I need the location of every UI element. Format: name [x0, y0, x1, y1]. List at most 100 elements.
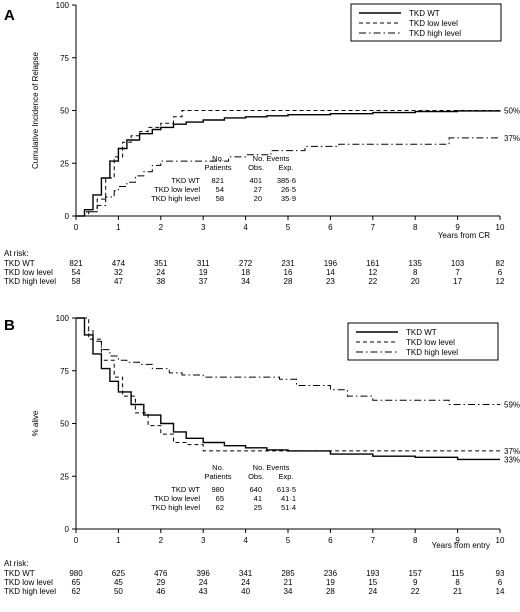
y-tick-label: 25 [60, 472, 69, 481]
at-risk-title: At risk: [4, 249, 28, 258]
x-tick-label: 10 [496, 223, 505, 232]
stats-exp: 35·9 [281, 194, 296, 203]
at-risk-value: 34 [284, 587, 293, 596]
x-tick-label: 3 [201, 536, 206, 545]
at-risk-value: 45 [114, 578, 123, 587]
y-tick-label: 100 [56, 1, 70, 10]
y-tick-label: 0 [65, 525, 70, 534]
at-risk-value: 47 [114, 277, 123, 286]
x-tick-label: 1 [116, 223, 121, 232]
at-risk-value: 474 [112, 259, 126, 268]
stats-header-col: Obs. [248, 163, 264, 172]
at-risk-value: 272 [239, 259, 253, 268]
at-risk-value: 6 [498, 268, 503, 277]
stats-header-col: Exp. [278, 472, 293, 481]
at-risk-value: 21 [453, 587, 462, 596]
y-axis-label: % alive [31, 410, 40, 436]
at-risk-value: 285 [281, 569, 295, 578]
at-risk-value: 231 [281, 259, 295, 268]
at-risk-value: 29 [156, 578, 165, 587]
at-risk-value: 161 [366, 259, 380, 268]
series-line-tkd-wt [76, 317, 500, 461]
at-risk-value: 135 [409, 259, 423, 268]
stats-header-col: Patients [204, 472, 231, 481]
stats-exp: 385·6 [277, 176, 296, 185]
series-line-tkd-high-level [76, 317, 500, 405]
stats-header-col: Obs. [248, 472, 264, 481]
x-tick-label: 8 [413, 536, 418, 545]
stats-header-events: No. Events [253, 154, 290, 163]
legend-entry: TKD WT [406, 328, 437, 337]
at-risk-value: 20 [411, 277, 420, 286]
x-tick-label: 9 [455, 536, 460, 545]
at-risk-value: 50 [114, 587, 123, 596]
stats-row-label: TKD low level [154, 494, 200, 503]
x-tick-label: 0 [74, 223, 79, 232]
at-risk-value: 43 [199, 587, 208, 596]
at-risk-value: 8 [413, 268, 418, 277]
at-risk-value: 54 [72, 268, 81, 277]
x-tick-label: 2 [159, 223, 164, 232]
at-risk-value: 6 [498, 578, 503, 587]
at-risk-value: 821 [69, 259, 83, 268]
stats-row-label: TKD WT [171, 485, 200, 494]
series-end-label: 59% [504, 401, 520, 410]
at-risk-value: 24 [368, 587, 377, 596]
y-tick-label: 50 [60, 420, 69, 429]
panel-b-letter: B [4, 317, 15, 334]
at-risk-row-label: TKD low level [4, 268, 53, 277]
legend-entry: TKD high level [409, 29, 461, 38]
at-risk-value: 19 [326, 578, 335, 587]
series-end-label: 37% [504, 134, 520, 143]
stats-row-label: TKD WT [171, 176, 200, 185]
x-tick-label: 7 [371, 223, 376, 232]
at-risk-value: 38 [156, 277, 165, 286]
series-line-tkd-high-level [76, 137, 500, 217]
y-tick-label: 75 [60, 54, 69, 63]
x-axis-label: Years from CR [438, 231, 490, 240]
stats-obs: 640 [249, 485, 262, 494]
stats-exp: 26·5 [281, 185, 296, 194]
at-risk-value: 19 [199, 268, 208, 277]
panel-a-at-risk-table: At risk:TKD WT 821 474 351 311 272 231 196 161 13… [4, 249, 505, 286]
y-tick-label: 50 [60, 107, 69, 116]
y-tick-label: 100 [56, 314, 70, 323]
at-risk-value: 103 [451, 259, 465, 268]
legend-entry: TKD low level [409, 19, 458, 28]
stats-row-label: TKD high level [151, 503, 200, 512]
at-risk-value: 28 [284, 277, 293, 286]
at-risk-value: 311 [197, 259, 210, 268]
at-risk-value: 236 [324, 569, 338, 578]
at-risk-value: 34 [241, 277, 250, 286]
x-tick-label: 4 [243, 536, 248, 545]
at-risk-value: 40 [241, 587, 250, 596]
y-axis-label: Cumulative Incidence of Relapse [31, 51, 40, 169]
x-tick-label: 5 [286, 223, 291, 232]
at-risk-value: 17 [453, 277, 462, 286]
at-risk-value: 18 [241, 268, 250, 277]
at-risk-row-label: TKD high level [4, 587, 56, 596]
at-risk-value: 115 [451, 569, 464, 578]
at-risk-value: 9 [413, 578, 418, 587]
at-risk-value: 62 [72, 587, 81, 596]
panel-a-letter: A [4, 7, 15, 24]
panel-a-stats-table: No. No. Events Patients Obs. Exp. TKD WT 821 40… [151, 154, 296, 203]
at-risk-value: 15 [368, 578, 377, 587]
at-risk-value: 32 [114, 268, 123, 277]
x-tick-label: 0 [74, 536, 79, 545]
stats-patients: 980 [211, 485, 224, 494]
at-risk-value: 14 [326, 268, 335, 277]
at-risk-value: 341 [239, 569, 253, 578]
at-risk-value: 193 [366, 569, 380, 578]
at-risk-value: 22 [411, 587, 420, 596]
x-tick-label: 6 [328, 536, 333, 545]
y-tick-label: 75 [60, 367, 69, 376]
stats-exp: 613·5 [277, 485, 296, 494]
stats-obs: 25 [254, 503, 262, 512]
stats-row-label: TKD high level [151, 194, 200, 203]
stats-patients: 65 [216, 494, 224, 503]
at-risk-value: 24 [199, 578, 208, 587]
stats-patients: 54 [216, 185, 224, 194]
